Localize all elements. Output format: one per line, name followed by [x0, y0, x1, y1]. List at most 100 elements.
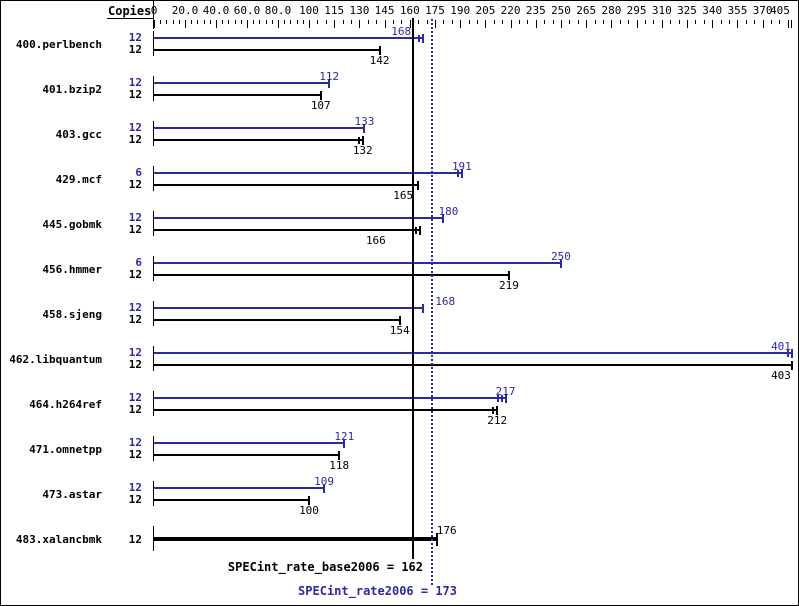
bar-end-tick: [418, 34, 421, 42]
axis-tick-label: 355: [727, 4, 748, 17]
axis-minor-tick: [296, 20, 298, 24]
axis-minor-tick: [178, 20, 180, 24]
copies-value: 12: [128, 121, 142, 134]
row-axis-stub: [153, 481, 154, 506]
bar-end-tick: [357, 136, 360, 144]
axis-major-tick: [216, 20, 217, 28]
axis-major-tick: [334, 20, 336, 28]
result-bar: [154, 364, 792, 366]
bar-end-tick: [418, 225, 421, 235]
bar-end-tick: [417, 180, 420, 190]
copies-value: 12: [128, 391, 142, 404]
axis-major-tick: [611, 20, 613, 28]
axis-major-tick: [712, 20, 714, 28]
axis-minor-tick: [228, 20, 230, 24]
axis-minor-tick: [197, 20, 199, 24]
axis-minor-tick: [569, 20, 571, 24]
bar-value-label: 132: [352, 144, 373, 157]
bar-value-label: 191: [451, 160, 472, 173]
copies-value: 6: [135, 256, 142, 269]
axis-minor-tick: [527, 20, 529, 24]
axis-minor-tick: [222, 20, 224, 24]
axis-minor-tick: [240, 20, 242, 24]
axis-tick-label: 175: [425, 4, 445, 17]
bar-end-tick: [496, 394, 499, 402]
axis-major-tick: [791, 20, 792, 28]
benchmark-name: 464.h264ref: [29, 398, 102, 411]
axis-tick-label: 40.0: [202, 4, 230, 17]
bar-end-tick: [414, 226, 417, 234]
axis-minor-tick: [451, 20, 453, 24]
benchmark-name: 473.astar: [42, 488, 102, 501]
bar-value-label: 168: [435, 295, 456, 308]
axis-minor-tick: [619, 20, 621, 24]
axis-minor-tick: [401, 20, 403, 24]
result-bar: [154, 82, 330, 84]
result-bar: [154, 262, 561, 264]
bar-end-tick: [507, 270, 510, 280]
bar-value-label: 176: [436, 524, 457, 537]
axis-major-tick: [154, 20, 155, 28]
copies-value: 12: [128, 133, 142, 146]
row-axis-stub: [153, 256, 154, 281]
copies-value: 12: [128, 346, 142, 359]
axis-minor-tick: [342, 20, 344, 24]
bar-end-tick: [787, 349, 789, 357]
axis-minor-tick: [166, 20, 168, 24]
axis-minor-tick: [290, 20, 292, 24]
axis-major-tick: [762, 20, 764, 28]
result-bar: [154, 397, 506, 399]
axis-tick-label: 235: [525, 4, 546, 17]
axis-minor-tick: [477, 20, 478, 24]
axis-tick-label: 145: [374, 4, 395, 17]
copies-value: 12: [128, 358, 142, 371]
row-axis-stub: [153, 526, 154, 551]
bar-value-label: 142: [369, 54, 390, 67]
axis-major-tick: [359, 20, 361, 28]
bar-end-tick: [460, 168, 463, 178]
axis-minor-tick: [443, 20, 445, 24]
benchmark-name: 403.gcc: [55, 128, 102, 141]
axis-minor-tick: [493, 20, 495, 24]
plot-left-divider: [153, 1, 154, 29]
result-bar: [154, 274, 509, 276]
copies-value: 12: [128, 88, 142, 101]
axis-tick-label: 295: [626, 4, 647, 17]
result-bar: [154, 172, 462, 174]
result-bar: [154, 307, 424, 309]
axis-major-tick: [510, 20, 512, 28]
bar-end-tick: [422, 303, 425, 313]
copies-column-header: Copies: [108, 4, 152, 18]
copies-value: 12: [128, 403, 142, 416]
axis-minor-tick: [418, 20, 420, 24]
bar-value-label: 165: [393, 189, 414, 202]
benchmark-name: 429.mcf: [55, 173, 102, 186]
row-axis-stub: [153, 121, 154, 146]
bar-value-label: 401: [771, 340, 791, 353]
benchmark-name: 462.libquantum: [9, 353, 102, 366]
result-bar: [154, 537, 437, 541]
bar-value-label: 250: [551, 250, 571, 263]
axis-minor-tick: [552, 20, 554, 24]
bar-end-tick: [435, 532, 438, 546]
axis-minor-tick: [271, 20, 273, 24]
bar-end-tick: [504, 393, 507, 403]
axis-minor-tick: [577, 20, 579, 24]
axis-tick-label: 250: [551, 4, 571, 17]
bar-value-label: 118: [329, 459, 350, 472]
axis-minor-tick: [754, 20, 756, 24]
bar-end-tick: [456, 169, 459, 177]
bar-end-tick: [343, 438, 346, 448]
bar-end-tick: [442, 213, 445, 223]
axis-major-tick: [460, 20, 462, 28]
axis-minor-tick: [203, 20, 205, 24]
axis-tick-label: 160: [399, 4, 420, 17]
bar-value-label: 217: [495, 385, 516, 398]
bar-end-tick: [492, 406, 495, 414]
bar-end-tick: [378, 45, 381, 55]
result-bar: [154, 499, 309, 501]
copies-value: 12: [128, 43, 142, 56]
row-axis-stub: [153, 76, 154, 101]
axis-major-tick: [247, 20, 248, 28]
bar-value-label: 109: [314, 475, 335, 488]
